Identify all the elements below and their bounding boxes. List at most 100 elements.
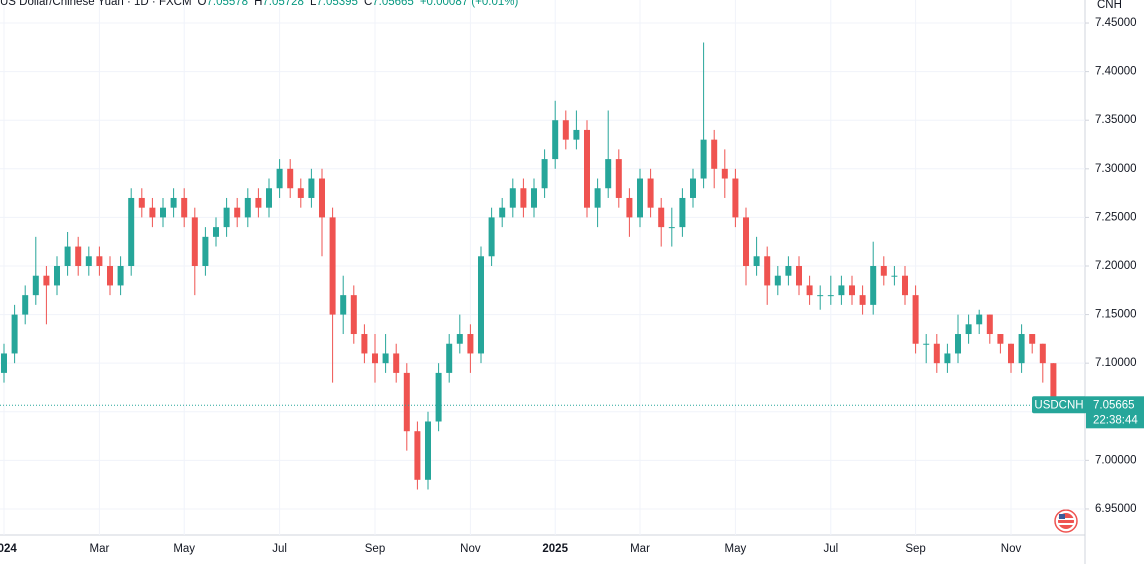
candle-body bbox=[138, 197, 145, 208]
candle-body bbox=[1008, 343, 1014, 364]
ohlc-label: O bbox=[197, 0, 207, 8]
symbol-label: USDCNH bbox=[1034, 399, 1083, 411]
candle-body bbox=[626, 197, 633, 218]
candle-body bbox=[562, 120, 569, 140]
candle-body bbox=[1029, 334, 1036, 344]
ohlc-value: 7.05665 bbox=[372, 0, 414, 8]
candle-body bbox=[191, 217, 198, 266]
candle-body bbox=[827, 295, 834, 297]
symbol-badge bbox=[1032, 396, 1087, 414]
price-badge bbox=[1086, 396, 1144, 429]
flag-icon bbox=[1054, 509, 1078, 533]
candle-body bbox=[234, 207, 241, 218]
candle-body bbox=[838, 285, 845, 296]
ohlc-label: L bbox=[309, 0, 317, 8]
candle-body bbox=[891, 275, 898, 277]
candle-body bbox=[732, 178, 739, 218]
y-tick-label: 6.95000 bbox=[1095, 503, 1137, 515]
x-tick-label: 2025 bbox=[542, 543, 568, 555]
candle-body bbox=[43, 275, 50, 286]
candle-body bbox=[923, 343, 930, 345]
y-tick-label: 7.25000 bbox=[1095, 211, 1137, 223]
candle-body bbox=[933, 343, 940, 364]
last-price-label: 7.05665 bbox=[1093, 399, 1135, 411]
x-tick-label: Mar bbox=[630, 543, 650, 555]
candle-body bbox=[372, 353, 378, 364]
x-tick-label: Jul bbox=[823, 543, 838, 555]
x-tick-label: Nov bbox=[1001, 543, 1022, 555]
candle-body bbox=[382, 353, 389, 364]
candle-body bbox=[128, 197, 135, 266]
candle-body bbox=[806, 285, 813, 296]
candle-body bbox=[414, 431, 421, 480]
candle-body bbox=[54, 265, 60, 286]
candle-body bbox=[965, 324, 972, 335]
candle-body bbox=[64, 246, 71, 266]
candle-body bbox=[764, 256, 771, 286]
candle-body bbox=[1050, 363, 1057, 406]
candle-body bbox=[329, 217, 336, 315]
candle-body bbox=[944, 353, 951, 364]
candle-body bbox=[615, 159, 622, 198]
candle-body bbox=[647, 178, 654, 208]
candle-body bbox=[997, 334, 1004, 344]
symbol-title: US Dollar/Chinese Yuan · 1D · FXCM bbox=[0, 0, 192, 8]
candle-body bbox=[817, 295, 824, 297]
candle-body bbox=[213, 227, 219, 237]
candle-body bbox=[859, 295, 866, 305]
y-tick-label: 7.35000 bbox=[1095, 114, 1137, 126]
candle-body bbox=[149, 207, 156, 218]
candle-body bbox=[75, 246, 82, 266]
candle-body bbox=[541, 159, 548, 189]
candle-body bbox=[308, 178, 315, 198]
ohlc-value: 7.05578 bbox=[206, 0, 249, 8]
ohlc-label: H bbox=[254, 0, 263, 8]
candle-body bbox=[531, 188, 537, 208]
candle-body bbox=[435, 372, 442, 422]
countdown-label: 22:38:44 bbox=[1093, 414, 1138, 426]
candle-body bbox=[340, 295, 347, 315]
x-tick-label: Jul bbox=[272, 543, 287, 555]
candle-body bbox=[679, 197, 686, 228]
candle-body bbox=[668, 227, 675, 229]
candle-body bbox=[32, 275, 39, 296]
x-tick-label: Sep bbox=[365, 543, 385, 555]
y-tick-label: 7.15000 bbox=[1095, 309, 1137, 321]
candle-body bbox=[244, 197, 251, 218]
candle-body bbox=[446, 343, 453, 373]
candle-body bbox=[796, 265, 802, 286]
candle-body bbox=[1018, 334, 1025, 364]
candle-body bbox=[297, 188, 304, 198]
candle-body bbox=[96, 256, 103, 266]
candle-body bbox=[223, 207, 230, 228]
header: US Dollar/Chinese Yuan · 1D · FXCM O7.055… bbox=[0, 0, 524, 8]
candle-body bbox=[785, 265, 792, 276]
candle-body bbox=[700, 139, 707, 179]
candle-body bbox=[552, 120, 559, 160]
y-tick-label: 7.20000 bbox=[1095, 260, 1137, 272]
candle-body bbox=[350, 295, 357, 335]
candle-body bbox=[287, 168, 294, 189]
candle-body bbox=[403, 372, 410, 432]
change-value: +0.00087 (+0.01%) bbox=[419, 0, 519, 8]
ohlc-label: C bbox=[363, 0, 373, 8]
candle-body bbox=[584, 129, 590, 208]
candle-body bbox=[976, 314, 983, 325]
candle-body bbox=[955, 334, 961, 354]
candle-body bbox=[160, 207, 166, 218]
candle-body bbox=[637, 178, 643, 218]
candle-body bbox=[849, 285, 855, 296]
candle-body bbox=[170, 197, 177, 208]
candle-body bbox=[753, 256, 760, 266]
candle-body bbox=[880, 265, 887, 276]
y-tick-label: 7.00000 bbox=[1095, 454, 1137, 466]
candle-body bbox=[319, 178, 325, 218]
candle-body bbox=[107, 265, 113, 286]
candle-body bbox=[870, 265, 877, 305]
candle-body bbox=[467, 334, 474, 354]
candle-body bbox=[393, 353, 400, 373]
candle-body bbox=[690, 178, 696, 198]
candle-body bbox=[520, 188, 527, 208]
